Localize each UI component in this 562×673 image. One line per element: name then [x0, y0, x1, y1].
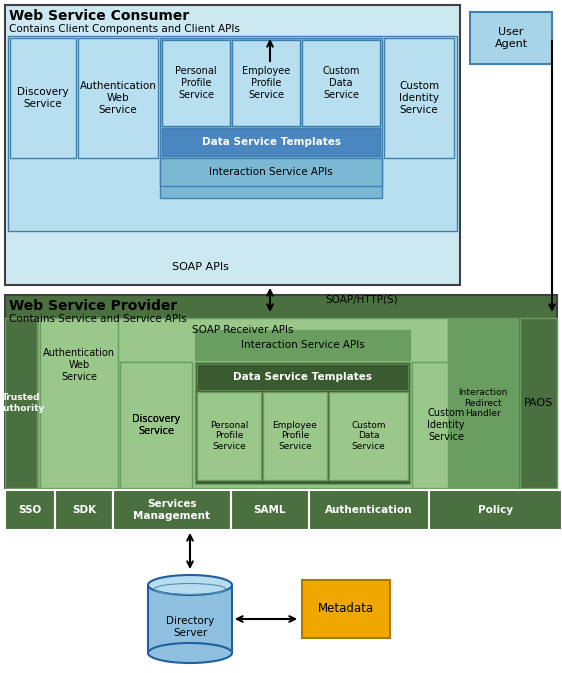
Bar [429, 490, 562, 530]
Text: Authentication
Web
Service: Authentication Web Service [80, 81, 156, 114]
Bar [160, 38, 382, 198]
Text: Data Service Templates: Data Service Templates [202, 137, 341, 147]
Text: Custom
Data
Service: Custom Data Service [323, 67, 360, 100]
Text: Personal
Profile
Service: Personal Profile Service [210, 421, 248, 451]
Text: Policy: Policy [478, 505, 513, 515]
Bar [5, 318, 37, 488]
Bar [231, 490, 309, 530]
Bar [412, 362, 480, 488]
Text: SOAP APIs: SOAP APIs [171, 262, 228, 272]
Bar [197, 392, 261, 480]
Text: User
Agent: User Agent [495, 27, 528, 49]
Bar [8, 36, 457, 231]
Bar [232, 40, 300, 126]
Bar [302, 40, 380, 126]
Text: Custom
Identity
Service: Custom Identity Service [399, 81, 439, 114]
Bar [520, 318, 557, 488]
Text: SOAP Receiver APIs: SOAP Receiver APIs [192, 325, 294, 335]
Text: Interaction Service APIs: Interaction Service APIs [241, 340, 364, 350]
Text: Metadata: Metadata [318, 602, 374, 616]
Bar [55, 490, 113, 530]
Text: SDK: SDK [72, 505, 96, 515]
Bar [5, 5, 460, 285]
Text: SOAP/HTTP(S): SOAP/HTTP(S) [325, 295, 398, 305]
Text: SSO: SSO [19, 505, 42, 515]
Bar [160, 158, 382, 186]
Text: Services
Management: Services Management [134, 499, 211, 521]
Text: Interaction Service APIs: Interaction Service APIs [209, 167, 333, 177]
Text: Authentication: Authentication [325, 505, 413, 515]
Text: Trusted
Authority: Trusted Authority [0, 393, 45, 413]
Text: Discovery
Service: Discovery Service [17, 87, 69, 109]
Text: Employee
Profile
Service: Employee Profile Service [242, 67, 290, 100]
Bar [5, 295, 557, 530]
Text: Contains Client Components and Client APIs: Contains Client Components and Client AP… [9, 24, 240, 34]
Bar [162, 40, 230, 126]
Bar [120, 362, 192, 488]
Bar [10, 38, 76, 158]
Bar [329, 392, 408, 480]
Bar [78, 38, 158, 158]
Text: Interaction
Redirect
Handler: Interaction Redirect Handler [459, 388, 507, 418]
Text: PAOS: PAOS [524, 398, 553, 408]
Text: Data Service Templates: Data Service Templates [233, 372, 372, 382]
Bar [120, 362, 192, 488]
Bar [113, 490, 231, 530]
Bar [448, 318, 518, 488]
Bar [263, 392, 327, 480]
Bar [148, 585, 232, 653]
Text: SAML: SAML [254, 505, 286, 515]
Bar [38, 318, 448, 488]
Bar [302, 580, 390, 638]
Bar [40, 318, 118, 488]
Ellipse shape [148, 643, 232, 663]
Bar [195, 362, 410, 484]
Text: Personal
Profile
Service: Personal Profile Service [175, 67, 217, 100]
Ellipse shape [148, 575, 232, 595]
Bar [5, 490, 55, 530]
Text: Web Service Provider: Web Service Provider [9, 299, 177, 313]
Text: Employee
Profile
Service: Employee Profile Service [273, 421, 318, 451]
Text: Discovery
Service: Discovery Service [132, 414, 180, 436]
Text: Custom
Data
Service: Custom Data Service [351, 421, 386, 451]
Bar [470, 12, 552, 64]
Text: Directory
Server: Directory Server [166, 616, 214, 638]
Bar [197, 364, 408, 390]
Text: Authentication
Web
Service: Authentication Web Service [43, 349, 115, 382]
Text: Discovery
Service: Discovery Service [132, 414, 180, 436]
Text: Contains Service and Service APIs: Contains Service and Service APIs [9, 314, 187, 324]
Text: Web Service Consumer: Web Service Consumer [9, 9, 189, 23]
Bar [162, 128, 380, 156]
Bar [195, 330, 410, 360]
Bar [309, 490, 429, 530]
Bar [384, 38, 454, 158]
Text: Custom
Identity
Service: Custom Identity Service [427, 409, 465, 441]
